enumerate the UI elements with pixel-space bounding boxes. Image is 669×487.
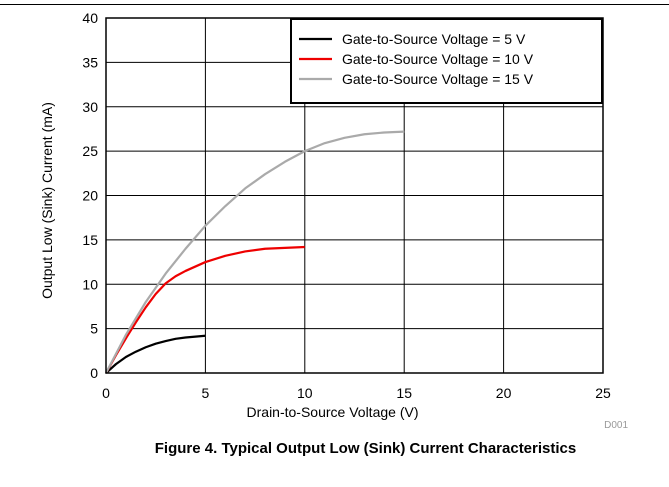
y-axis-label: Output Low (Sink) Current (mA) [39, 102, 55, 299]
y-tick-label: 30 [82, 99, 98, 115]
y-tick-label: 20 [82, 188, 98, 204]
tick-layer: 0 5 10 15 20 25 0 5 10 15 20 25 30 35 40 [82, 10, 611, 401]
x-tick-label: 15 [396, 385, 412, 401]
series-line-3 [105, 130, 405, 374]
y-tick-label: 35 [82, 54, 98, 70]
x-tick-label: 20 [496, 385, 512, 401]
figure-caption: Figure 4. Typical Output Low (Sink) Curr… [154, 440, 577, 457]
legend-label-1: Gate-to-Source Voltage = 5 V [342, 31, 526, 47]
legend: Gate-to-Source Voltage = 5 V Gate-to-Sour… [290, 18, 603, 104]
x-tick-label: 25 [595, 385, 611, 401]
legend-box [290, 18, 603, 104]
top-rule [0, 4, 669, 5]
y-tick-label: 10 [82, 276, 98, 292]
series-line-1 [105, 334, 206, 374]
y-tick-label: 15 [82, 232, 98, 248]
figure-code-label: D001 [604, 420, 628, 431]
y-tick-label: 5 [90, 321, 98, 337]
x-tick-label: 0 [102, 385, 110, 401]
x-tick-label: 5 [202, 385, 210, 401]
chart: 0 5 10 15 20 25 0 5 10 15 20 25 30 35 40 Drain-to-Sour… [39, 10, 628, 431]
legend-label-3: Gate-to-Source Voltage = 15 V [342, 71, 534, 87]
y-tick-label: 40 [82, 10, 98, 26]
y-tick-label: 0 [90, 365, 98, 381]
y-tick-label: 25 [82, 143, 98, 159]
series-layer [105, 130, 405, 374]
legend-label-2: Gate-to-Source Voltage = 10 V [342, 51, 534, 67]
x-axis-label: Drain-to-Source Voltage (V) [247, 404, 419, 420]
series-line-2 [105, 245, 305, 374]
x-tick-label: 10 [297, 385, 313, 401]
